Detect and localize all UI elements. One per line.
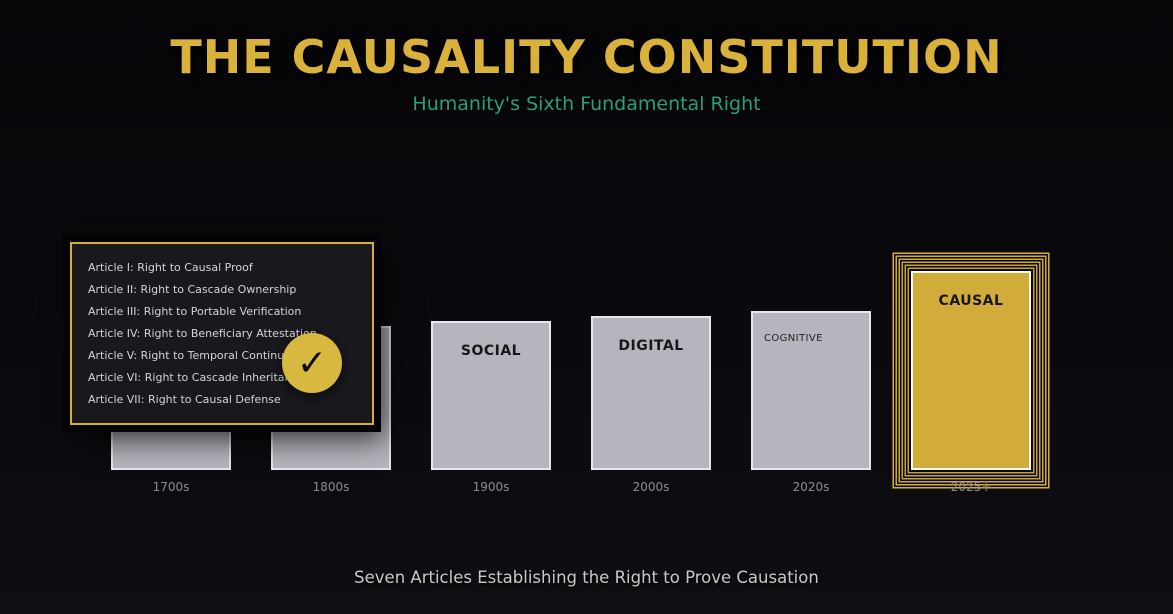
pillar-cognitive-label: COGNITIVE: [764, 333, 823, 344]
article-item-3: Article III: Right to Portable Verificat…: [88, 305, 302, 318]
era-2000s: DIGITAL 2000s: [591, 316, 711, 496]
pillar-cognitive[interactable]: COGNITIVE: [751, 311, 871, 470]
decade-label-1900s: 1900s: [472, 480, 510, 494]
checkmark-icon: ✓: [296, 342, 328, 384]
article-item-7: Article VII: Right to Causal Defense: [88, 393, 281, 406]
pillar-digital[interactable]: DIGITAL: [591, 316, 711, 470]
decade-label-2020s: 2020s: [792, 480, 830, 494]
article-item-5: Article V: Right to Temporal Continuity: [88, 349, 299, 362]
article-item-2: Article II: Right to Cascade Ownership: [88, 283, 297, 296]
article-item-6: Article VI: Right to Cascade Inheritance: [88, 371, 305, 384]
footer-caption: Seven Articles Establishing the Right to…: [354, 568, 819, 587]
pillar-causal[interactable]: CAUSAL: [911, 271, 1031, 470]
decade-label-2025: 2025+: [950, 480, 992, 494]
page-subtitle: Humanity's Sixth Fundamental Right: [412, 93, 761, 115]
page-title: THE CAUSALITY CONSTITUTION: [170, 30, 1003, 84]
article-item-4: Article IV: Right to Beneficiary Attesta…: [88, 327, 317, 340]
pillar-social-label: SOCIAL: [460, 343, 522, 359]
article-item-1: Article I: Right to Causal Proof: [88, 261, 253, 274]
decade-label-1800s: 1800s: [312, 480, 350, 494]
pillar-digital-label: DIGITAL: [618, 338, 684, 354]
era-1900s: SOCIAL 1900s: [431, 321, 551, 496]
check-badge: ✓: [282, 333, 342, 393]
decade-label-1700s: 1700s: [152, 480, 190, 494]
articles-panel: Article I: Right to Causal Proof Article…: [70, 242, 374, 425]
era-2020s: COGNITIVE 2020s: [751, 311, 871, 496]
decade-label-2000s: 2000s: [632, 480, 670, 494]
pillar-causal-label: CAUSAL: [938, 293, 1004, 309]
era-2025: CAUSAL 2025+: [911, 271, 1031, 496]
pillar-social[interactable]: SOCIAL: [431, 321, 551, 470]
timeline: 1700s 1800s SOCIAL 1900s DIGITAL 2000s C…: [111, 271, 1031, 496]
